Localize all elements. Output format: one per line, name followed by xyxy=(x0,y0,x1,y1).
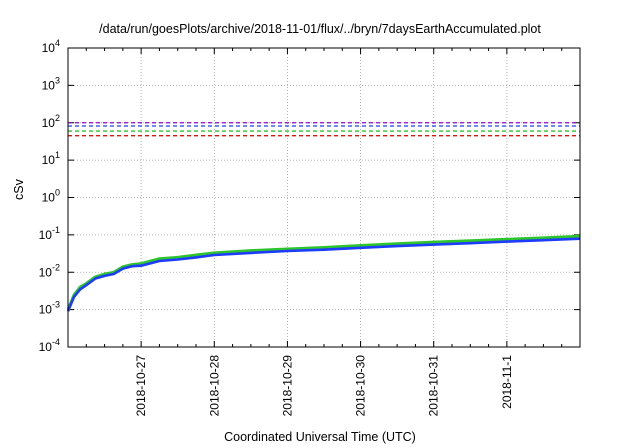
y-tick-label: 104 xyxy=(42,38,60,55)
y-tick-label: 102 xyxy=(42,113,60,130)
series-line xyxy=(66,237,581,312)
x-tick-label: 2018-11-1 xyxy=(500,355,514,409)
y-tick-label: 10-2 xyxy=(39,262,60,279)
x-tick-label: 2018-10-31 xyxy=(427,355,441,417)
x-tick-label: 2018-10-28 xyxy=(207,355,221,417)
plot-border xyxy=(67,47,581,348)
x-tick-label: 2018-10-30 xyxy=(354,355,368,417)
x-axis-label: Coordinated Universal Time (UTC) xyxy=(224,430,416,444)
chart-title: /data/run/goesPlots/archive/2018-11-01/f… xyxy=(99,22,541,36)
y-axis-label: cSv xyxy=(12,179,26,200)
y-tick-label: 103 xyxy=(42,75,60,92)
y-tick-label: 10-1 xyxy=(39,225,60,242)
y-tick-label: 10-4 xyxy=(39,337,60,354)
y-tick-label: 100 xyxy=(42,188,60,205)
x-tick-label: 2018-10-27 xyxy=(134,355,148,417)
x-tick-label: 2018-10-29 xyxy=(280,355,294,417)
y-tick-label: 101 xyxy=(42,150,60,167)
series-line xyxy=(66,234,581,311)
y-tick-label: 10-3 xyxy=(39,300,60,317)
